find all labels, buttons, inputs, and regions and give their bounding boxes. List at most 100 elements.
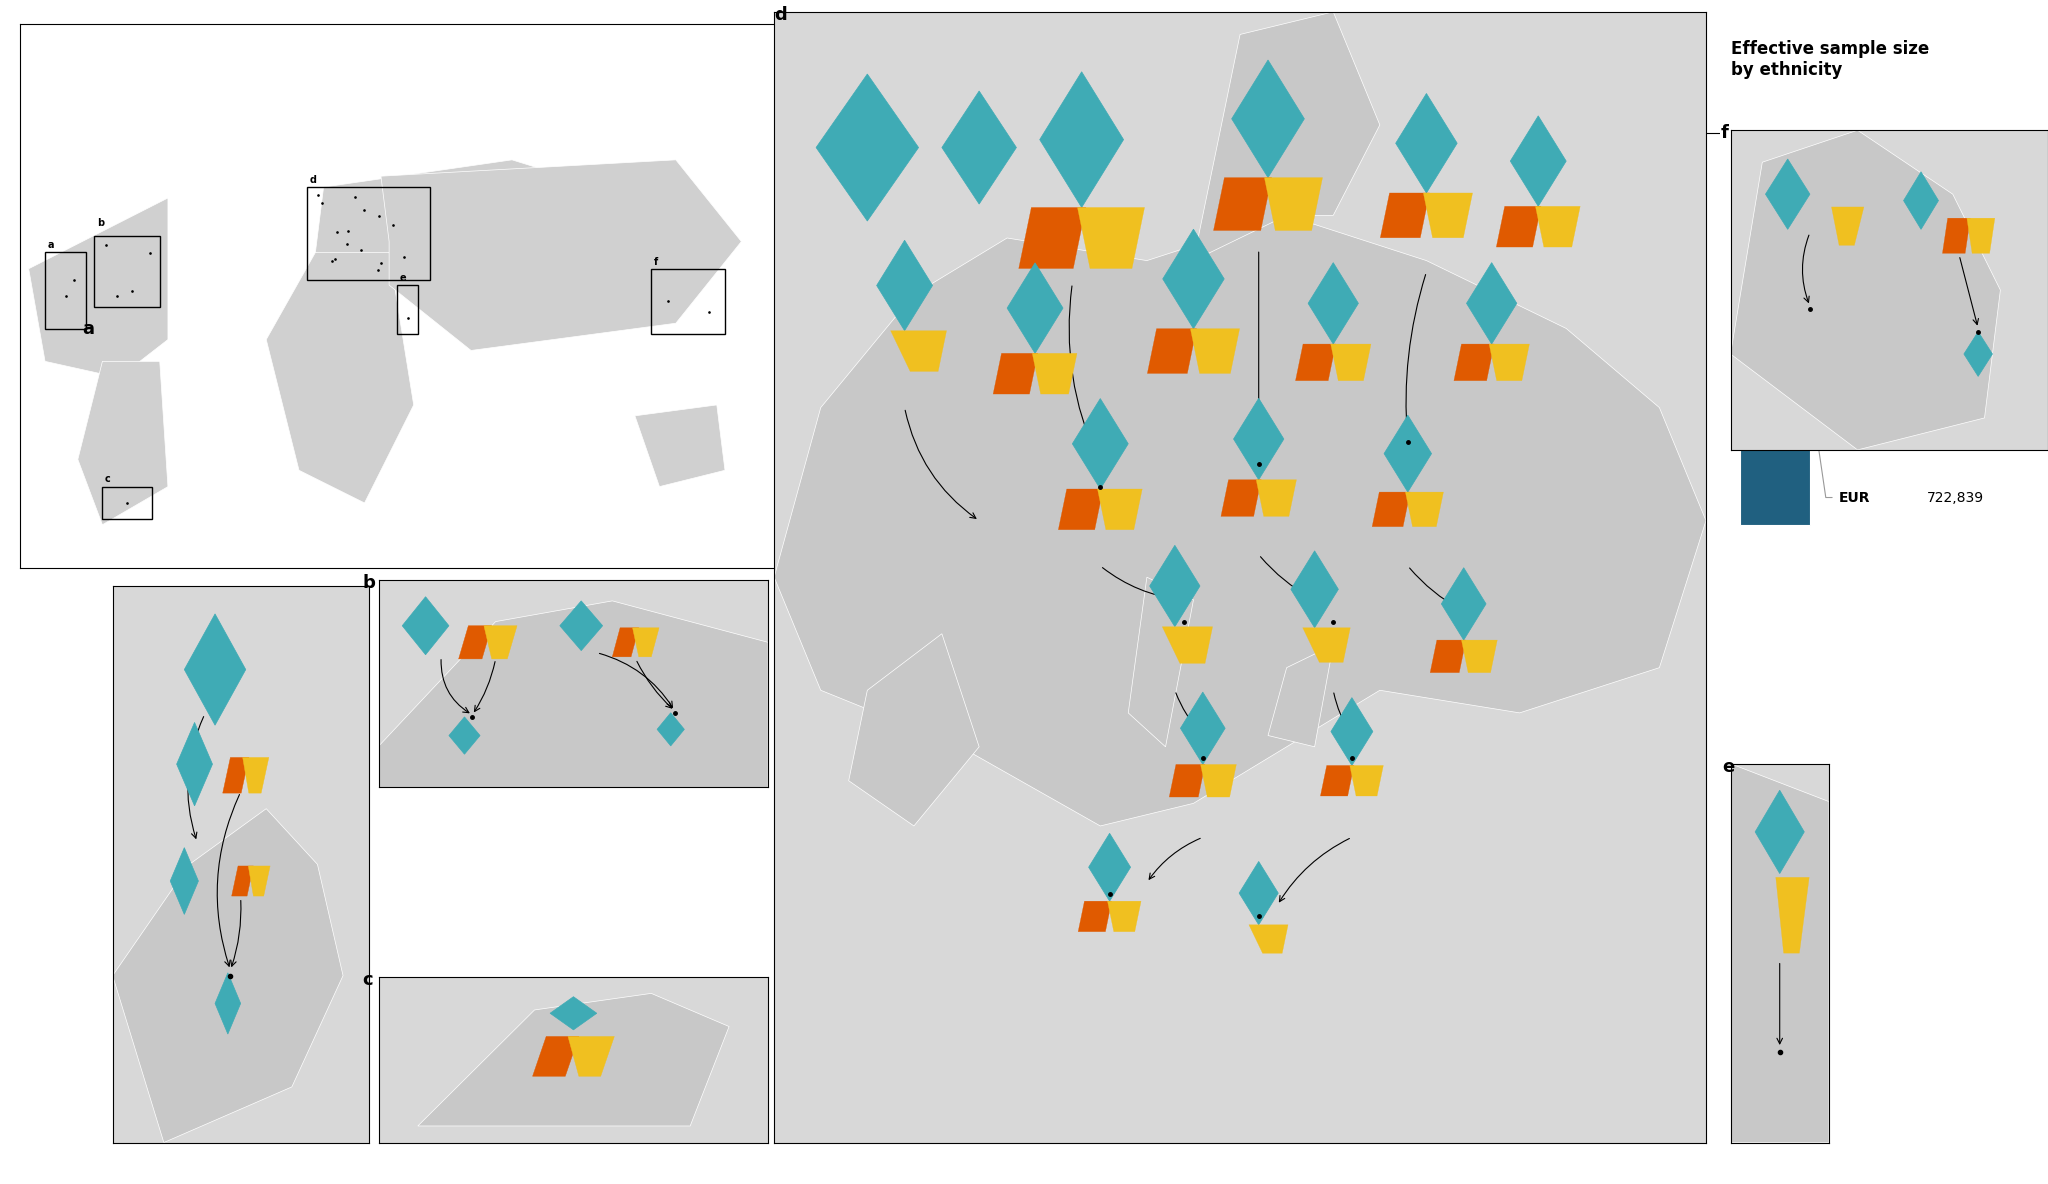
Polygon shape	[1454, 345, 1495, 381]
Polygon shape	[29, 198, 168, 378]
Polygon shape	[1466, 263, 1518, 345]
Polygon shape	[1755, 790, 1804, 874]
Polygon shape	[1059, 489, 1104, 529]
Polygon shape	[1423, 193, 1473, 238]
Polygon shape	[1249, 925, 1288, 953]
Polygon shape	[635, 405, 725, 487]
Text: a: a	[82, 320, 94, 337]
Polygon shape	[1032, 353, 1077, 394]
Text: Critically ill
COVID-19+: Critically ill COVID-19+	[1321, 510, 1399, 541]
Text: EUR: EUR	[1839, 490, 1870, 504]
Bar	[1741, 181, 1810, 192]
Polygon shape	[1008, 263, 1063, 353]
Polygon shape	[1532, 166, 1593, 275]
Polygon shape	[1098, 489, 1143, 529]
Polygon shape	[223, 758, 250, 793]
Polygon shape	[215, 973, 242, 1034]
Polygon shape	[401, 597, 449, 655]
Polygon shape	[231, 866, 254, 896]
Polygon shape	[1190, 329, 1239, 373]
Polygon shape	[1221, 480, 1262, 516]
Polygon shape	[1331, 697, 1372, 766]
Polygon shape	[1073, 399, 1128, 489]
Polygon shape	[1200, 765, 1237, 797]
Text: Analysis Type: Analysis Type	[1270, 40, 1407, 58]
Polygon shape	[1430, 641, 1466, 673]
Text: 48,714: 48,714	[1927, 335, 1976, 349]
Polygon shape	[1776, 877, 1808, 953]
Polygon shape	[1147, 329, 1196, 373]
Polygon shape	[1296, 345, 1335, 381]
Polygon shape	[1536, 206, 1581, 247]
Polygon shape	[657, 713, 684, 746]
Polygon shape	[1321, 766, 1354, 796]
Polygon shape	[1309, 422, 1368, 476]
Polygon shape	[315, 160, 635, 285]
Polygon shape	[1077, 901, 1112, 932]
Polygon shape	[248, 866, 270, 896]
Text: SAS: SAS	[1839, 249, 1870, 262]
Text: 200,000: 200,000	[911, 463, 975, 478]
Polygon shape	[1163, 626, 1212, 663]
Polygon shape	[1380, 193, 1430, 238]
Polygon shape	[1497, 206, 1540, 247]
Polygon shape	[266, 252, 414, 503]
Text: 43,332: 43,332	[1927, 291, 1976, 305]
Polygon shape	[1040, 72, 1124, 207]
Polygon shape	[1765, 159, 1810, 230]
Polygon shape	[1128, 577, 1194, 747]
Polygon shape	[1264, 178, 1323, 231]
Polygon shape	[1231, 60, 1305, 178]
Polygon shape	[379, 600, 768, 787]
Text: 722,839: 722,839	[1927, 490, 1985, 504]
Polygon shape	[418, 993, 729, 1126]
Bar	[45, 252, 86, 329]
Polygon shape	[1290, 551, 1339, 628]
Polygon shape	[1149, 546, 1200, 626]
Text: Reported
SARS-CoV-2
infection: Reported SARS-CoV-2 infection	[1522, 296, 1604, 342]
Bar	[94, 236, 160, 307]
Polygon shape	[1556, 422, 1616, 476]
Text: EAS: EAS	[1839, 291, 1868, 305]
Polygon shape	[1442, 567, 1487, 641]
Text: MID: MID	[1839, 180, 1870, 194]
Polygon shape	[1303, 628, 1350, 662]
Polygon shape	[1384, 416, 1432, 493]
Polygon shape	[1239, 862, 1278, 925]
Polygon shape	[1163, 230, 1225, 329]
Polygon shape	[877, 240, 932, 330]
Polygon shape	[381, 160, 741, 350]
Text: 5,000: 5,000	[911, 229, 954, 244]
Polygon shape	[113, 809, 344, 1143]
Text: FIN: FIN	[1839, 210, 1866, 224]
Polygon shape	[176, 722, 213, 806]
Polygon shape	[1122, 269, 1200, 388]
Polygon shape	[942, 91, 1016, 204]
Bar	[1741, 192, 1810, 208]
Polygon shape	[1509, 116, 1567, 206]
Polygon shape	[1139, 204, 1182, 269]
Text: d: d	[309, 175, 317, 185]
Polygon shape	[633, 628, 659, 657]
Polygon shape	[1731, 764, 1829, 1143]
Polygon shape	[1583, 332, 1632, 413]
Text: Effective sample size
by ethnicity: Effective sample size by ethnicity	[1731, 40, 1929, 79]
Text: Hospitalised
COVID-19+: Hospitalised COVID-19+	[1565, 510, 1651, 541]
Bar	[1741, 208, 1810, 226]
Text: b: b	[362, 574, 375, 592]
Polygon shape	[184, 614, 246, 725]
Polygon shape	[1331, 345, 1370, 381]
Text: b: b	[96, 219, 104, 229]
Polygon shape	[1180, 693, 1225, 765]
Polygon shape	[1731, 130, 2001, 450]
Polygon shape	[1462, 641, 1497, 673]
Polygon shape	[1090, 834, 1130, 901]
Text: a: a	[47, 240, 53, 250]
Polygon shape	[848, 633, 979, 826]
Text: 500: 500	[911, 168, 940, 184]
Polygon shape	[1309, 263, 1358, 345]
Polygon shape	[1350, 766, 1382, 796]
Polygon shape	[774, 215, 1706, 826]
Polygon shape	[1966, 218, 1995, 253]
Bar	[651, 269, 725, 334]
